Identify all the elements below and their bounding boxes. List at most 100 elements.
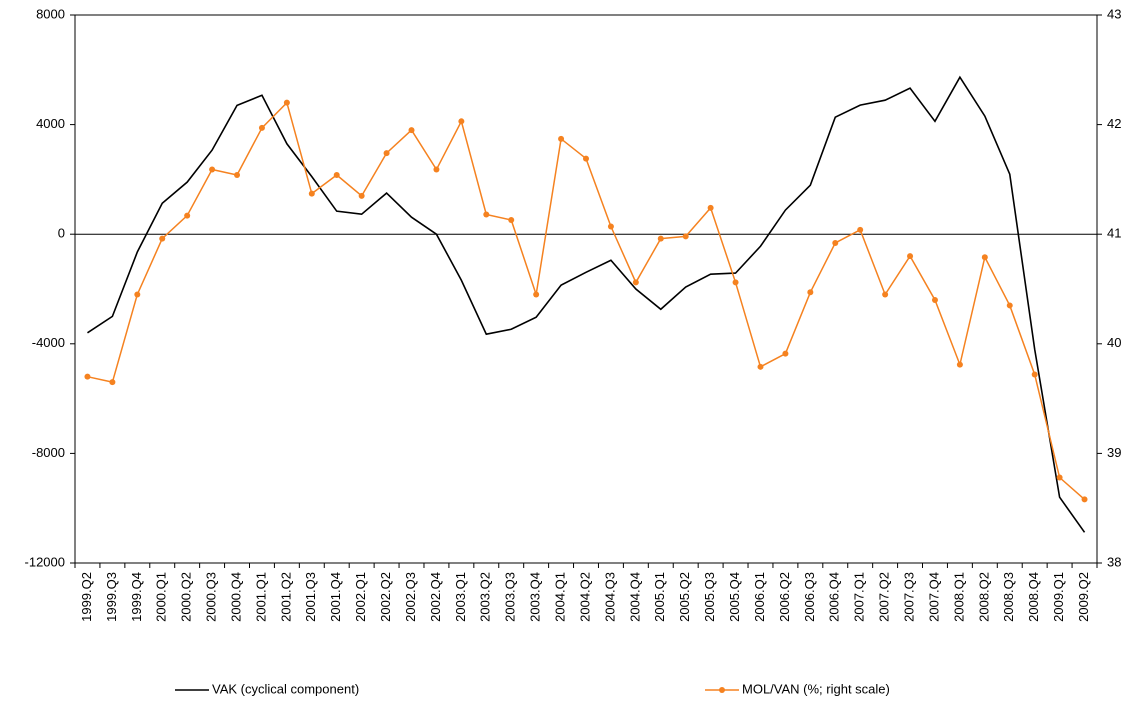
point [956, 361, 963, 368]
x-tick-label: 2000.Q2 [179, 572, 194, 622]
point [931, 296, 938, 303]
x-tick-label: 2003.Q1 [453, 572, 468, 622]
x-tick-label: 2008.Q2 [976, 572, 991, 622]
point [732, 279, 739, 286]
x-tick-label: 2007.Q4 [926, 572, 941, 622]
point [981, 254, 988, 261]
x-tick-label: 2001.Q4 [328, 572, 343, 622]
y-tick-label: 0 [58, 226, 65, 241]
point [159, 235, 166, 242]
x-tick-label: 2009.Q1 [1051, 572, 1066, 622]
point [458, 118, 465, 125]
y2-tick-label: 39 [1107, 445, 1121, 460]
point [109, 379, 116, 386]
y-tick-label: 8000 [36, 6, 65, 21]
x-tick-label: 1999.Q3 [104, 572, 119, 622]
x-tick-label: 2001.Q1 [253, 572, 268, 622]
point [258, 124, 265, 131]
x-tick-label: 2004.Q2 [577, 572, 592, 622]
legend-label: VAK (cyclical component) [212, 681, 359, 696]
plot-frame [74, 14, 1098, 564]
point [1081, 496, 1088, 503]
point [907, 253, 914, 260]
y-tick-label: 4000 [36, 116, 65, 131]
point [84, 373, 91, 380]
x-tick-label: 1999.Q4 [129, 572, 144, 622]
x-tick-label: 2007.Q2 [877, 572, 892, 622]
point [1031, 371, 1038, 378]
point [134, 291, 141, 298]
y2-tick-label: 43 [1107, 6, 1121, 21]
y-tick-label: -4000 [32, 335, 65, 350]
point [234, 172, 241, 179]
x-tick-label: 2005.Q1 [652, 572, 667, 622]
x-tick-label: 2003.Q4 [528, 572, 543, 622]
x-tick-label: 2005.Q3 [702, 572, 717, 622]
point [583, 155, 589, 162]
x-tick-label: 2006.Q4 [827, 572, 842, 622]
point [558, 135, 565, 142]
x-tick-label: 2001.Q3 [303, 572, 318, 622]
point [533, 291, 540, 298]
y2-tick-label: 41 [1107, 226, 1121, 241]
x-tick-label: 2006.Q2 [777, 572, 792, 622]
x-tick-label: 2007.Q1 [852, 572, 867, 622]
x-tick-label: 2003.Q2 [478, 572, 493, 622]
point [882, 291, 889, 298]
x-tick-label: 2002.Q1 [353, 572, 368, 622]
point [782, 350, 789, 357]
x-tick-label: 2008.Q1 [951, 572, 966, 622]
y2-tick-label: 42 [1107, 116, 1121, 131]
point [857, 226, 864, 233]
x-tick-label: 2000.Q4 [228, 572, 243, 622]
x-tick-label: 2002.Q3 [403, 572, 418, 622]
point [483, 211, 490, 218]
y2-tick-label: 38 [1107, 554, 1121, 569]
point [1056, 474, 1063, 481]
y-tick-label: -8000 [32, 445, 65, 460]
point [308, 190, 315, 197]
x-tick-label: 2002.Q4 [428, 572, 443, 622]
point [433, 166, 440, 173]
x-tick-label: 2005.Q2 [677, 572, 692, 622]
point [333, 172, 340, 179]
x-tick-label: 2004.Q4 [627, 572, 642, 622]
x-tick-label: 2004.Q3 [602, 572, 617, 622]
x-tick-label: 2009.Q2 [1076, 572, 1091, 622]
point [632, 279, 639, 286]
point [209, 166, 216, 173]
point [757, 363, 764, 370]
x-tick-label: 2002.Q2 [378, 572, 393, 622]
y2-tick-label: 40 [1107, 335, 1121, 350]
point [184, 212, 191, 219]
y-tick-label: -12000 [25, 554, 65, 569]
point [682, 233, 689, 240]
series-line [87, 75, 1086, 533]
point [832, 239, 839, 246]
x-tick-label: 2008.Q3 [1001, 572, 1016, 622]
point [383, 150, 390, 157]
x-tick-label: 2007.Q3 [901, 572, 916, 622]
point [358, 192, 365, 199]
legend-marker [719, 687, 725, 693]
x-tick-label: 2003.Q3 [503, 572, 518, 622]
x-tick-label: 2004.Q1 [553, 572, 568, 622]
x-tick-label: 2000.Q3 [204, 572, 219, 622]
point [657, 235, 664, 242]
point [283, 99, 290, 106]
x-tick-label: 2008.Q4 [1026, 572, 1041, 622]
x-tick-label: 1999.Q2 [79, 572, 94, 622]
x-tick-label: 2000.Q1 [154, 572, 169, 622]
point [707, 204, 714, 211]
x-tick-label: 2005.Q4 [727, 572, 742, 622]
x-tick-label: 2001.Q2 [278, 572, 293, 622]
x-tick-label: 2006.Q1 [752, 572, 767, 622]
point [1006, 302, 1013, 309]
point [807, 289, 814, 296]
point [508, 216, 515, 223]
point [408, 127, 415, 134]
legend-label: MOL/VAN (%; right scale) [742, 681, 890, 696]
x-tick-label: 2006.Q3 [802, 572, 817, 622]
